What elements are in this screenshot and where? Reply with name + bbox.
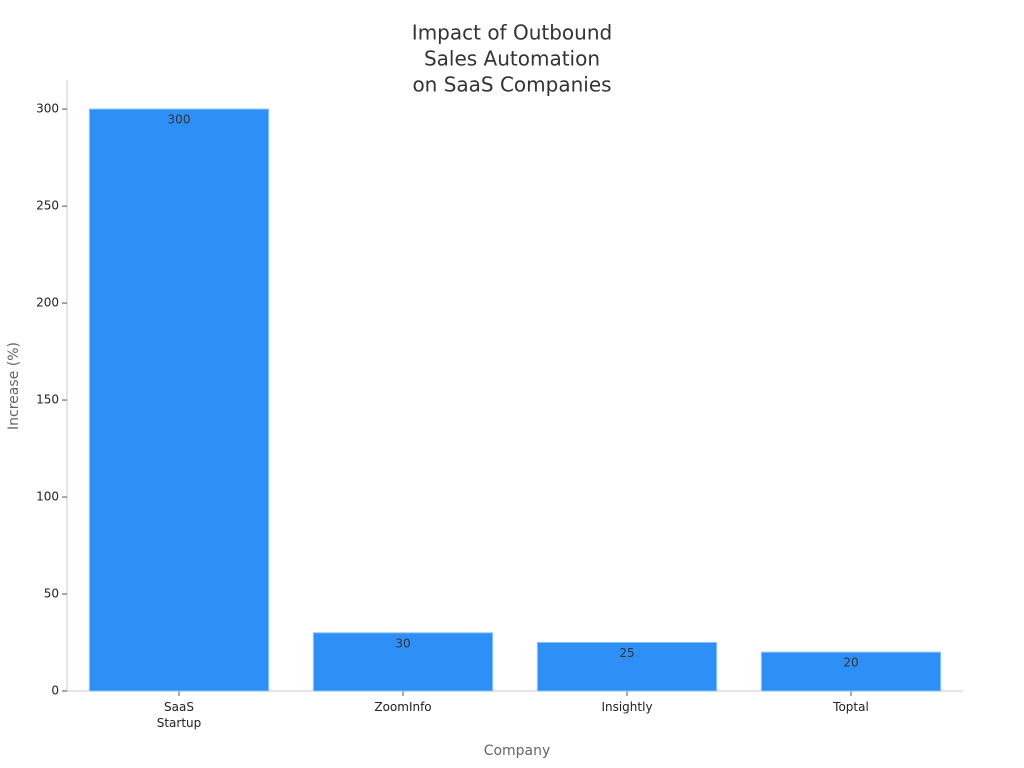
bar <box>312 632 494 692</box>
x-tick-label: SaaS Startup <box>156 700 202 730</box>
x-axis-label: Company <box>484 743 551 759</box>
y-tick-label: 0 <box>51 684 59 698</box>
y-tick-label: 200 <box>36 296 59 310</box>
y-tick-label: 50 <box>44 587 59 601</box>
y-tick-label: 300 <box>36 102 59 116</box>
y-tick-label: 250 <box>36 199 59 213</box>
x-tick-label: Insightly <box>601 700 653 714</box>
bar <box>536 642 718 692</box>
bar <box>760 651 942 692</box>
y-tick-label: 100 <box>36 490 59 504</box>
value-label: 30 <box>395 636 410 650</box>
value-label: 25 <box>619 646 634 660</box>
bar <box>88 108 270 692</box>
chart-title: Impact of Outbound <box>412 21 612 45</box>
value-label: 300 <box>168 113 191 127</box>
y-tick-label: 150 <box>36 393 59 407</box>
x-tick-label: ZoomInfo <box>374 700 432 714</box>
chart-title: Sales Automation <box>424 47 600 71</box>
value-label: 20 <box>843 656 858 670</box>
x-tick-label: Toptal <box>833 700 869 714</box>
chart-title: on SaaS Companies <box>412 73 611 97</box>
y-axis-label: Increase (%) <box>6 342 22 430</box>
